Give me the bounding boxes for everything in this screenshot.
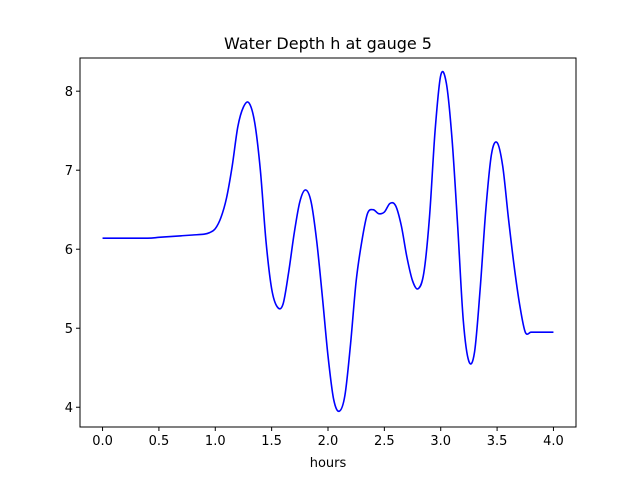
x-tick-label: 3.0 xyxy=(430,434,451,449)
x-tick-label: 0.0 xyxy=(92,434,113,449)
y-tick-label: 6 xyxy=(65,243,73,258)
x-tick-label: 2.0 xyxy=(318,434,339,449)
y-tick-label: 4 xyxy=(65,401,73,416)
x-tick-label: 3.5 xyxy=(487,434,508,449)
water-depth-series-line xyxy=(102,70,554,413)
y-tick-label: 7 xyxy=(65,164,73,179)
x-tick-label: 1.0 xyxy=(205,434,226,449)
x-tick-label: 4.0 xyxy=(543,434,564,449)
x-tick-label: 0.5 xyxy=(149,434,170,449)
y-tick-label: 5 xyxy=(65,322,73,337)
x-axis-label: hours xyxy=(310,456,347,471)
x-tick-label: 1.5 xyxy=(261,434,282,449)
x-tick-label: 2.5 xyxy=(374,434,395,449)
y-tick-label: 8 xyxy=(65,85,73,100)
plot-frame xyxy=(79,57,577,428)
y-axis: 4 5 6 7 8 xyxy=(65,85,80,416)
x-axis: 0.0 0.5 1.0 1.5 2.0 2.5 3.0 3.5 4.0 xyxy=(92,427,564,449)
chart-title: Water Depth h at gauge 5 xyxy=(224,34,432,53)
plot-area xyxy=(102,70,554,413)
